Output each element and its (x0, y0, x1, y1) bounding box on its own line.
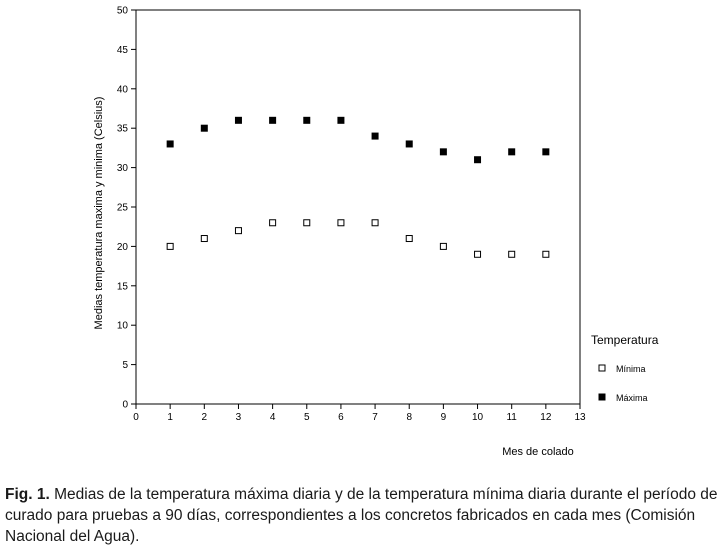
data-point-maxima (303, 116, 311, 124)
x-tick-label: 5 (304, 412, 310, 423)
data-point-minima (371, 219, 379, 227)
x-tick-label: 7 (372, 412, 378, 423)
x-tick-label: 8 (406, 412, 412, 423)
legend-label-minima: Mínima (616, 364, 646, 374)
y-tick-label: 25 (117, 203, 129, 214)
data-point-maxima (166, 140, 174, 148)
data-point-maxima (337, 116, 345, 124)
x-tick-label: 13 (574, 412, 586, 423)
data-point-maxima (542, 148, 550, 156)
y-tick-label: 5 (122, 360, 128, 371)
data-point-minima (200, 235, 208, 243)
legend-title: Temperatura (591, 333, 659, 347)
data-point-maxima (439, 148, 447, 156)
data-point-maxima (474, 156, 482, 164)
figure-caption: Fig. 1. Medias de la temperatura máxima … (5, 484, 719, 547)
data-points (166, 116, 550, 258)
y-tick-label: 20 (117, 242, 129, 253)
x-tick-label: 10 (472, 412, 484, 423)
y-tick-label: 30 (117, 163, 129, 174)
data-point-minima (234, 227, 242, 235)
data-point-minima (337, 219, 345, 227)
x-tick-label: 6 (338, 412, 344, 423)
data-point-minima (508, 250, 516, 258)
data-point-maxima (508, 148, 516, 156)
data-point-minima (303, 219, 311, 227)
y-tick-label: 10 (117, 321, 129, 332)
caption-text: Medias de la temperatura máxima diaria y… (5, 486, 718, 545)
legend: Temperatura Mínima Máxima (591, 333, 659, 403)
x-tick-label: 2 (202, 412, 208, 423)
x-tick-label: 9 (441, 412, 447, 423)
y-tick-label: 45 (117, 45, 129, 56)
x-tick-label: 11 (506, 412, 517, 423)
data-point-maxima (405, 140, 413, 148)
x-axis: 0 1 2 3 4 5 6 7 8 9 10 11 12 13 (133, 404, 586, 423)
data-point-maxima (200, 124, 208, 132)
y-tick-label: 35 (117, 124, 129, 135)
data-point-minima (166, 242, 174, 250)
x-tick-label: 3 (236, 412, 242, 423)
y-tick-label: 50 (117, 6, 129, 17)
y-tick-label: 0 (122, 400, 128, 411)
x-tick-label: 4 (270, 412, 276, 423)
caption-label: Fig. 1. (5, 486, 50, 503)
data-point-minima (542, 250, 550, 258)
data-point-minima (474, 250, 482, 258)
data-point-maxima (371, 132, 379, 140)
y-tick-label: 40 (117, 84, 129, 95)
legend-marker-minima (598, 364, 606, 372)
data-point-minima (405, 235, 413, 243)
y-axis: 0 5 10 15 20 25 30 35 40 45 50 (117, 6, 136, 411)
x-axis-title: Mes de colado (502, 446, 574, 458)
data-point-maxima (269, 116, 277, 124)
x-tick-label: 0 (133, 412, 139, 423)
plot-frame (135, 9, 581, 405)
plot-area (135, 9, 581, 405)
legend-label-maxima: Máxima (616, 393, 648, 403)
data-point-minima (439, 242, 447, 250)
legend-marker-maxima (598, 393, 606, 401)
data-point-maxima (234, 116, 242, 124)
y-tick-label: 15 (117, 281, 129, 292)
x-tick-label: 1 (167, 412, 173, 423)
x-tick-label: 12 (540, 412, 552, 423)
y-axis-title: Medias temperatura maxima y minima (Cels… (93, 97, 105, 330)
data-point-minima (269, 219, 277, 227)
